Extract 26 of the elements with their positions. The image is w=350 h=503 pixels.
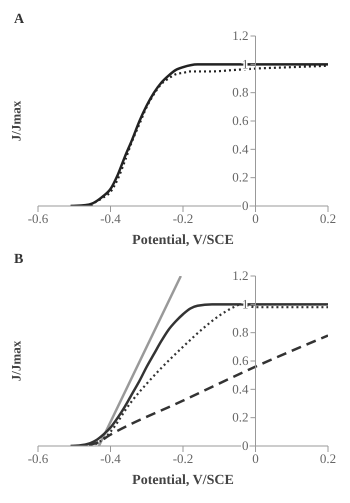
x-tick-label: -0.6 [28, 211, 49, 226]
y-tick-label: 0.8 [232, 324, 248, 340]
x-tick-label: -0.6 [28, 451, 49, 466]
x-tick-label: 0 [252, 211, 259, 226]
x-tick-label: 0.2 [320, 211, 336, 226]
x-tick-label: -0.2 [172, 211, 194, 226]
y-axis-title: J/Jmax [8, 340, 24, 382]
x-tick-label: -0.4 [100, 451, 122, 466]
y-tick-label: 1.2 [232, 28, 248, 43]
x-tick-label: 0 [252, 451, 259, 466]
chart-title: A [14, 12, 24, 28]
chart-title: B [14, 252, 24, 268]
x-tick-label: 0.2 [320, 451, 336, 466]
y-tick-label: 0.6 [232, 353, 249, 368]
y-tick-label: 1.2 [232, 268, 248, 283]
y-tick-label: 0.4 [232, 381, 249, 396]
y-tick-label: 0.2 [232, 170, 248, 185]
x-axis-title: Potential, V/SCE [132, 233, 234, 248]
x-tick-label: -0.2 [172, 451, 194, 466]
y-axis-title: J/Jmax [8, 100, 24, 142]
x-tick-label: -0.4 [100, 211, 122, 226]
x-axis-title: Potential, V/SCE [132, 473, 234, 488]
y-tick-label: 0.4 [232, 141, 249, 156]
y-tick-label: 0.8 [232, 84, 248, 100]
y-tick-label: 0.2 [232, 410, 248, 425]
y-tick-label: 0.6 [232, 113, 249, 128]
